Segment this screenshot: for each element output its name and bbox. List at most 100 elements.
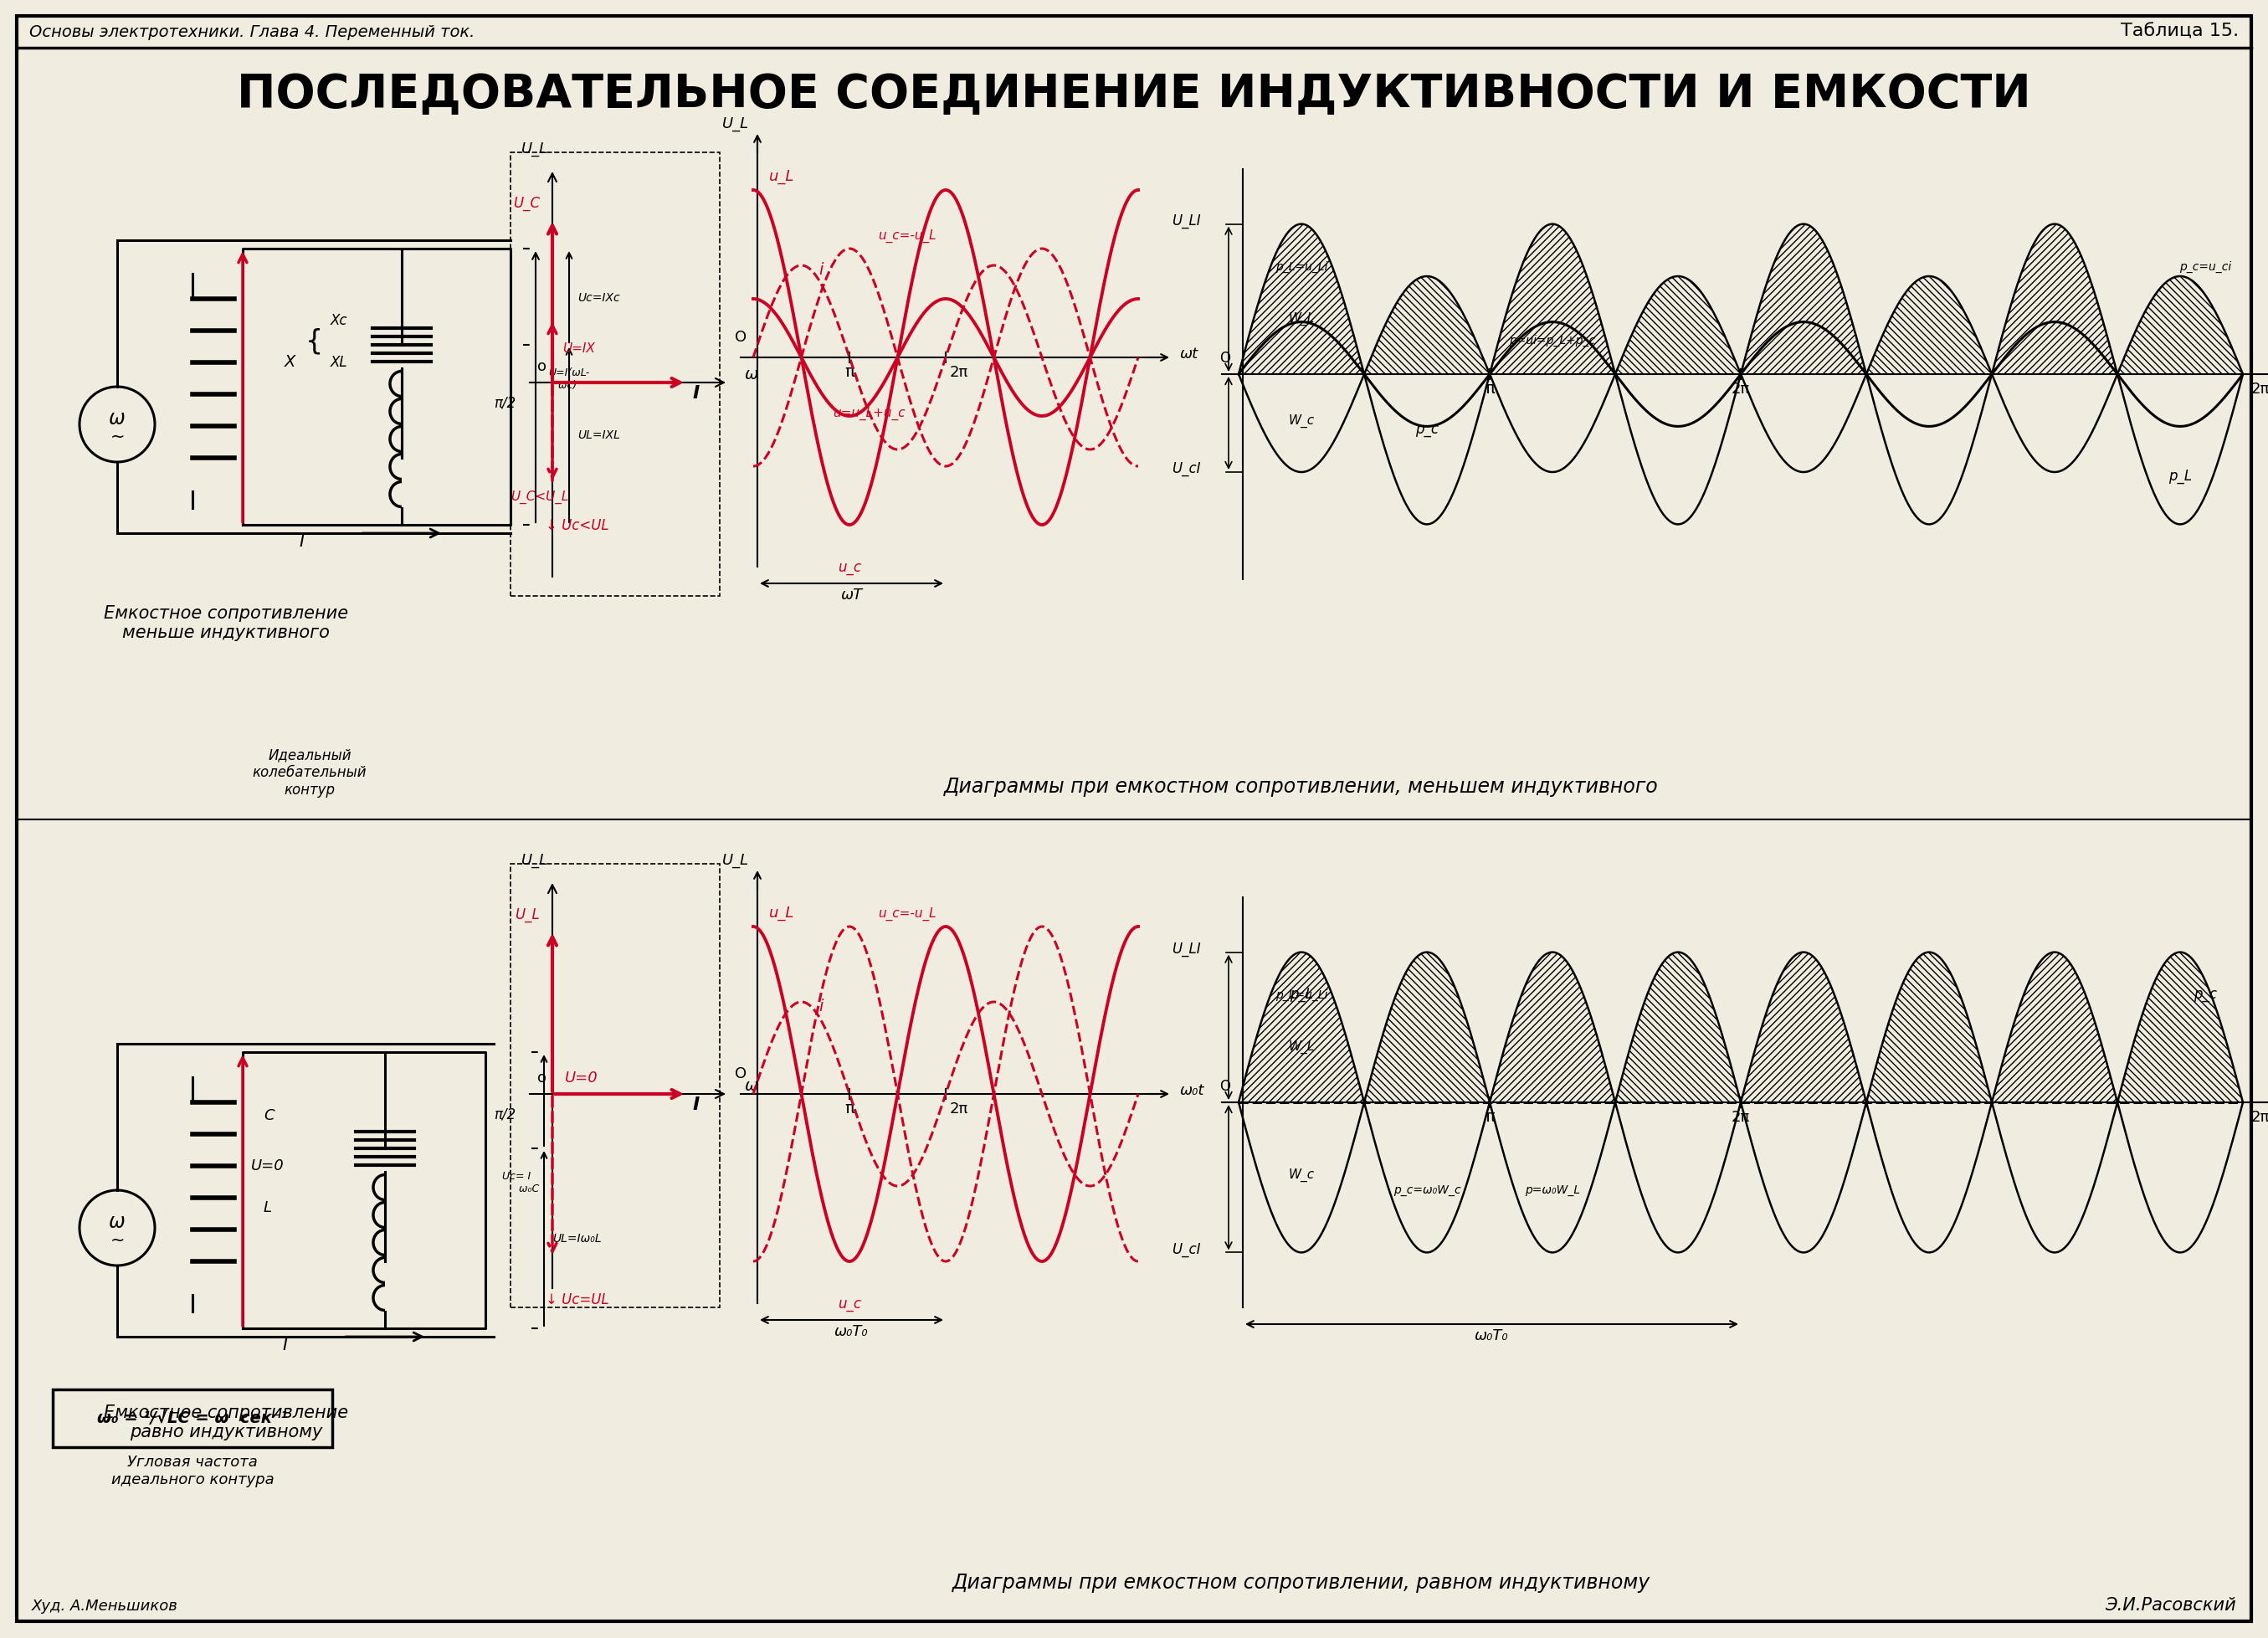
Text: p_c: p_c	[1415, 423, 1438, 437]
Text: U=0: U=0	[565, 1070, 599, 1084]
Text: ω₀ = ¹/√LC = ω  сек⁻¹: ω₀ = ¹/√LC = ω сек⁻¹	[98, 1410, 288, 1427]
Text: UL=IXL: UL=IXL	[578, 429, 619, 441]
Polygon shape	[1615, 953, 1742, 1102]
Polygon shape	[1238, 224, 1363, 375]
Text: U=I(ωL-
   ωc): U=I(ωL- ωc)	[549, 367, 590, 391]
Text: U_cI: U_cI	[1173, 462, 1202, 477]
Text: U_C: U_C	[513, 197, 540, 211]
Text: p_L: p_L	[1290, 986, 1313, 1001]
Text: I: I	[299, 532, 304, 550]
Text: I: I	[694, 1096, 701, 1112]
Text: U=IX: U=IX	[562, 342, 594, 355]
Polygon shape	[2118, 953, 2243, 1102]
Text: U_L: U_L	[721, 853, 748, 868]
Polygon shape	[1867, 953, 1991, 1102]
Polygon shape	[1490, 224, 1615, 375]
Polygon shape	[1615, 277, 1742, 375]
Polygon shape	[1363, 953, 1490, 1102]
Text: ω₀T₀: ω₀T₀	[835, 1324, 869, 1338]
Text: p_L: p_L	[2168, 468, 2191, 483]
Text: π: π	[844, 1101, 855, 1115]
Text: O: O	[1220, 1078, 1229, 1094]
Text: o: o	[538, 1070, 547, 1084]
Text: p_c=ω₀W_c: p_c=ω₀W_c	[1393, 1184, 1461, 1196]
Text: ω: ω	[744, 1078, 758, 1094]
Text: I: I	[281, 1337, 288, 1353]
Text: u_c=-u_L: u_c=-u_L	[878, 229, 937, 242]
Text: XL: XL	[331, 355, 347, 370]
Text: Uc= I
     ω₀C: Uc= I ω₀C	[501, 1171, 540, 1194]
Text: π/2: π/2	[494, 395, 515, 410]
Text: ПОСЛЕДОВАТЕЛЬНОЕ СОЕДИНЕНИЕ ИНДУКТИВНОСТИ И ЕМКОСТИ: ПОСЛЕДОВАТЕЛЬНОЕ СОЕДИНЕНИЕ ИНДУКТИВНОСТ…	[236, 72, 2032, 118]
Text: 2π: 2π	[1730, 382, 1751, 396]
Text: U_LI: U_LI	[1173, 213, 1202, 228]
Text: Uc=IXc: Uc=IXc	[578, 292, 619, 303]
Text: u=u_L+u_c: u=u_L+u_c	[832, 406, 905, 419]
Text: W_c: W_c	[1288, 1168, 1315, 1181]
Polygon shape	[1490, 953, 1615, 1102]
Text: U_cI: U_cI	[1173, 1242, 1202, 1256]
Polygon shape	[1991, 224, 2118, 375]
Text: π/2: π/2	[494, 1106, 515, 1120]
Text: O: O	[735, 1066, 746, 1081]
Text: Худ. А.Меньшиков: Худ. А.Меньшиков	[32, 1597, 179, 1613]
Text: u_L: u_L	[769, 906, 794, 921]
Text: u_L: u_L	[769, 169, 794, 183]
Text: u_c: u_c	[837, 560, 862, 575]
Text: ↓ Uc=UL: ↓ Uc=UL	[547, 1292, 610, 1307]
Text: O: O	[735, 329, 746, 344]
Text: ↓ Uc<UL: ↓ Uc<UL	[547, 518, 610, 532]
Text: ωt: ωt	[1179, 346, 1198, 362]
Text: p_c: p_c	[2193, 986, 2216, 1001]
Text: C: C	[263, 1107, 274, 1122]
Text: L: L	[263, 1199, 272, 1215]
Polygon shape	[2118, 277, 2243, 375]
Text: Таблица 15.: Таблица 15.	[2121, 23, 2239, 41]
Text: ω₀T₀: ω₀T₀	[1474, 1328, 1508, 1343]
Text: ωT: ωT	[841, 588, 862, 603]
Text: p=ω₀W_L: p=ω₀W_L	[1524, 1184, 1581, 1196]
Text: O: O	[1220, 351, 1229, 365]
Text: U_L: U_L	[522, 853, 549, 868]
Text: Диаграммы при емкостном сопротивлении, равном индуктивному: Диаграммы при емкостном сопротивлении, р…	[953, 1572, 1651, 1592]
Text: U_LI: U_LI	[1173, 940, 1202, 957]
Text: UL=Iω₀L: UL=Iω₀L	[553, 1233, 601, 1245]
Text: ~: ~	[109, 428, 125, 446]
Polygon shape	[1742, 224, 1867, 375]
Text: I: I	[694, 385, 701, 401]
Text: U_L: U_L	[522, 141, 549, 157]
Polygon shape	[1991, 953, 2118, 1102]
Text: p_L=u_Li: p_L=u_Li	[1275, 260, 1327, 272]
Text: X: X	[284, 354, 295, 370]
Text: p_c=u_ci: p_c=u_ci	[2180, 260, 2232, 272]
Text: o: o	[538, 359, 547, 373]
Text: Идеальный
колебательный
контур: Идеальный колебательный контур	[252, 747, 367, 798]
Text: W_c: W_c	[1288, 414, 1315, 428]
Text: Э.И.Расовский: Э.И.Расовский	[2105, 1595, 2236, 1613]
Text: π: π	[844, 364, 855, 380]
Text: π: π	[1486, 1109, 1495, 1124]
Text: Диаграммы при емкостном сопротивлении, меньшем индуктивного: Диаграммы при емкостном сопротивлении, м…	[943, 776, 1658, 796]
Text: Угловая частота
идеального контура: Угловая частота идеального контура	[111, 1455, 274, 1486]
Text: ω₀t: ω₀t	[1179, 1083, 1204, 1097]
Text: U_C<U_L: U_C<U_L	[510, 490, 569, 505]
Text: ω: ω	[109, 1212, 125, 1232]
Text: Емкостное сопротивление
равно индуктивному: Емкостное сопротивление равно индуктивно…	[104, 1404, 349, 1440]
Text: ~: ~	[109, 1232, 125, 1248]
Text: U=0: U=0	[252, 1158, 284, 1173]
Text: U_L: U_L	[515, 907, 540, 922]
Text: 2π: 2π	[950, 1101, 968, 1115]
Text: W_L: W_L	[1288, 313, 1315, 326]
Text: u_c: u_c	[837, 1296, 862, 1310]
Text: p_L=u_Li: p_L=u_Li	[1275, 988, 1327, 1001]
Polygon shape	[1867, 277, 1991, 375]
Text: p=ui=p_L+p_c: p=ui=p_L+p_c	[1508, 334, 1597, 346]
Polygon shape	[1742, 953, 1867, 1102]
Text: ω: ω	[744, 367, 758, 382]
Text: 2π: 2π	[1730, 1109, 1751, 1124]
Text: Основы электротехники. Глава 4. Переменный ток.: Основы электротехники. Глава 4. Переменн…	[29, 25, 474, 39]
Polygon shape	[1238, 953, 1363, 1102]
Polygon shape	[1363, 277, 1490, 375]
Text: 2π: 2π	[950, 365, 968, 380]
Text: U_L: U_L	[721, 116, 748, 131]
